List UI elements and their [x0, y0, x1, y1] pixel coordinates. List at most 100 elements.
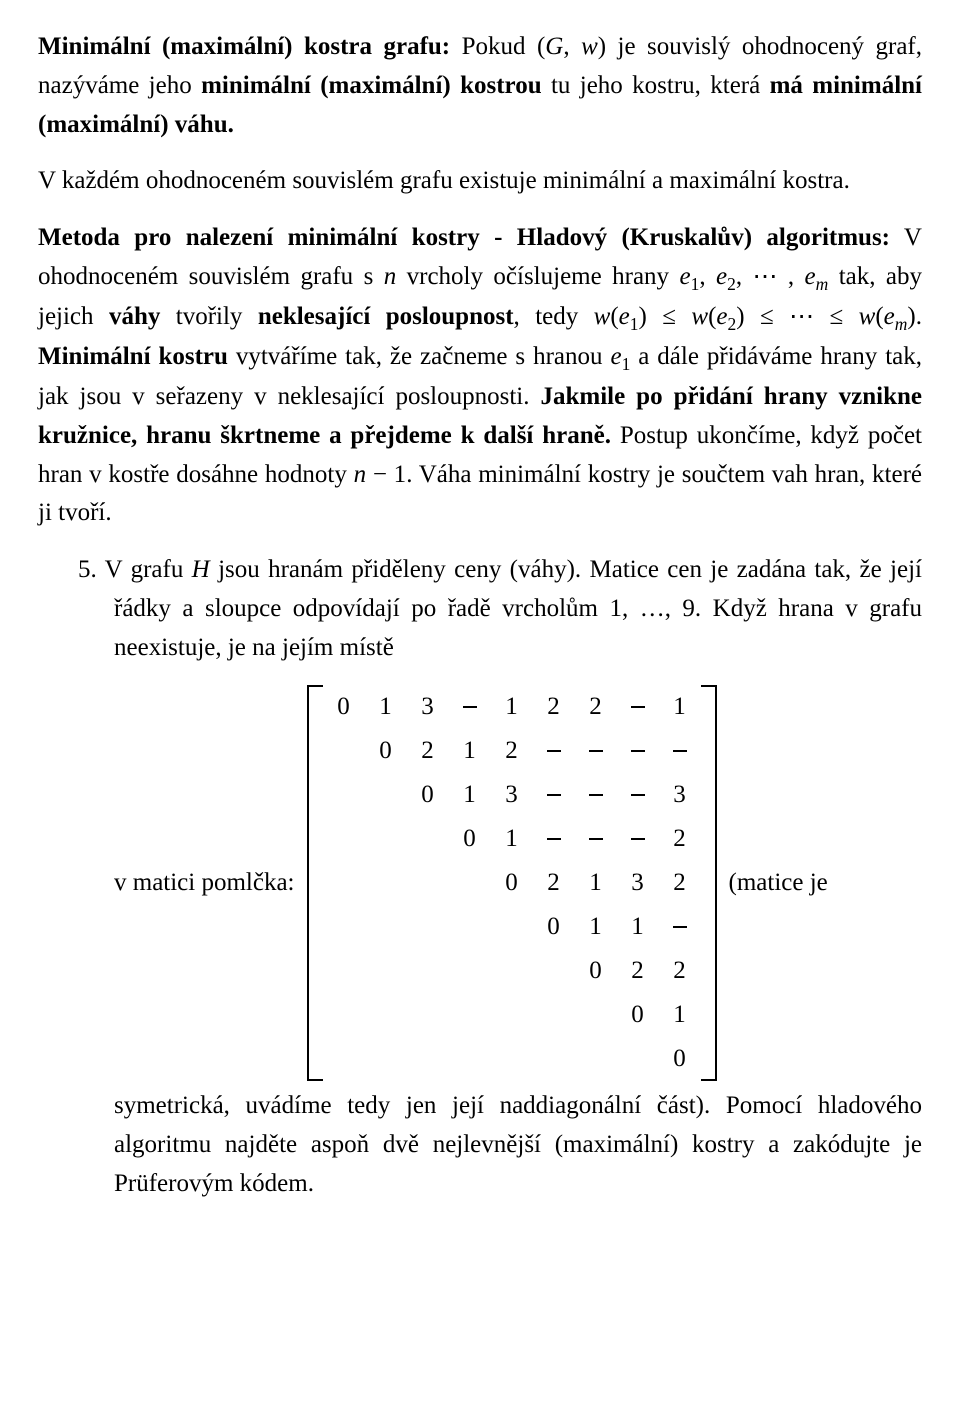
text: V grafu [97, 556, 192, 583]
item-number: 5. [78, 556, 97, 583]
matrix-cell [449, 685, 491, 729]
matrix-cell [407, 1037, 449, 1081]
text: tvořily [160, 303, 257, 330]
text: . [916, 303, 922, 330]
var-H: H [192, 556, 210, 583]
matrix-cell [575, 993, 617, 1037]
matrix-cell [407, 949, 449, 993]
matrix-cell: 0 [449, 817, 491, 861]
matrix-line: v matici pomlčka: 0131221021201330120213… [38, 685, 922, 1081]
matrix-cell [617, 729, 659, 773]
matrix-cell: 0 [407, 773, 449, 817]
matrix-cell [323, 861, 365, 905]
matrix-cell: 3 [659, 773, 701, 817]
matrix-cell [365, 949, 407, 993]
matrix-cell: 2 [491, 729, 533, 773]
matrix-cell [449, 1037, 491, 1081]
matrix-cell [491, 1037, 533, 1081]
item-5-continuation: symetrická, uvádíme tedy jen její naddia… [38, 1087, 922, 1203]
matrix-cell [617, 685, 659, 729]
matrix-cell [365, 1037, 407, 1081]
matrix-cell: 2 [533, 861, 575, 905]
matrix-cell: 2 [659, 861, 701, 905]
matrix-cell: 3 [617, 861, 659, 905]
matrix-table: 01312210212013301202132011022010 [323, 685, 701, 1081]
matrix-cell [491, 949, 533, 993]
dash-icon [547, 794, 561, 796]
dash-icon [463, 706, 477, 708]
dash-icon [589, 794, 603, 796]
matrix-cell [449, 861, 491, 905]
matrix-cell: 1 [575, 861, 617, 905]
matrix-cell [365, 817, 407, 861]
dash-icon [673, 750, 687, 752]
var-n: n [384, 263, 397, 290]
dash-icon [631, 794, 645, 796]
weight-inequality: w(e1) ≤ w(e2) ≤ ⋯ ≤ w(em) [594, 303, 916, 330]
matrix-cell [323, 905, 365, 949]
matrix-cell [533, 1037, 575, 1081]
paragraph-definition: Minimální (maximální) kostra grafu: Poku… [38, 28, 922, 144]
matrix-cell [407, 861, 449, 905]
matrix-cell: 3 [407, 685, 449, 729]
matrix-cell [323, 949, 365, 993]
matrix-cell [407, 817, 449, 861]
text: jsou hranám přiděleny ceny (váhy). Matic… [114, 556, 922, 661]
matrix-cell [533, 993, 575, 1037]
matrix-cell [323, 729, 365, 773]
matrix-cell [491, 905, 533, 949]
matrix-cell [575, 729, 617, 773]
bracket-right-icon [701, 685, 717, 1081]
matrix-cell: 1 [659, 993, 701, 1037]
matrix-cell [659, 729, 701, 773]
item-5-intro: 5. V grafu H jsou hranám přiděleny ceny … [38, 551, 922, 667]
matrix-cell [617, 1037, 659, 1081]
matrix-cell: 0 [365, 729, 407, 773]
matrix-cell: 0 [617, 993, 659, 1037]
text-bold: minimální (maximální) kostrou [201, 72, 542, 99]
dash-icon [589, 838, 603, 840]
text: Pokud [450, 33, 537, 60]
matrix-cell: 1 [575, 905, 617, 949]
matrix-cell [533, 729, 575, 773]
matrix-cell: 1 [491, 685, 533, 729]
matrix-cell: 1 [449, 773, 491, 817]
dash-icon [547, 750, 561, 752]
matrix-cell: 2 [659, 817, 701, 861]
matrix-cell [449, 905, 491, 949]
matrix-cell [323, 993, 365, 1037]
matrix-cell [449, 949, 491, 993]
matrix-cell [449, 993, 491, 1037]
matrix-cell [407, 993, 449, 1037]
matrix-cell: 2 [533, 685, 575, 729]
matrix-cell: 1 [659, 685, 701, 729]
dash-icon [547, 838, 561, 840]
text: symetrická, uvádíme tedy jen její naddia… [114, 1092, 922, 1197]
matrix-cell [323, 817, 365, 861]
cost-matrix: 01312210212013301202132011022010 [307, 685, 717, 1081]
text: tu jeho kostru, která [542, 72, 770, 99]
edge-e1: e1 [610, 343, 630, 370]
matrix-cell [575, 1037, 617, 1081]
paragraph-existence: V každém ohodnoceném souvislém grafu exi… [38, 162, 922, 201]
matrix-cell [617, 817, 659, 861]
def-heading: Minimální (maximální) kostra grafu: [38, 33, 450, 60]
matrix-cell: 0 [491, 861, 533, 905]
matrix-cell [491, 993, 533, 1037]
matrix-cell [617, 773, 659, 817]
matrix-cell: 0 [575, 949, 617, 993]
dash-icon [589, 750, 603, 752]
math-Gw: (G, w) [537, 33, 606, 60]
matrix-cell [323, 1037, 365, 1081]
matrix-cell [365, 905, 407, 949]
matrix-cell [659, 905, 701, 949]
dash-icon [631, 838, 645, 840]
matrix-cell: 0 [659, 1037, 701, 1081]
matrix-cell: 1 [617, 905, 659, 949]
text-bold: Minimální kostru [38, 343, 228, 370]
bracket-left-icon [307, 685, 323, 1081]
alg-heading: Metoda pro nalezení minimální kostry - H… [38, 224, 890, 251]
matrix-cell: 3 [491, 773, 533, 817]
matrix-cell: 2 [407, 729, 449, 773]
matrix-cell [575, 817, 617, 861]
